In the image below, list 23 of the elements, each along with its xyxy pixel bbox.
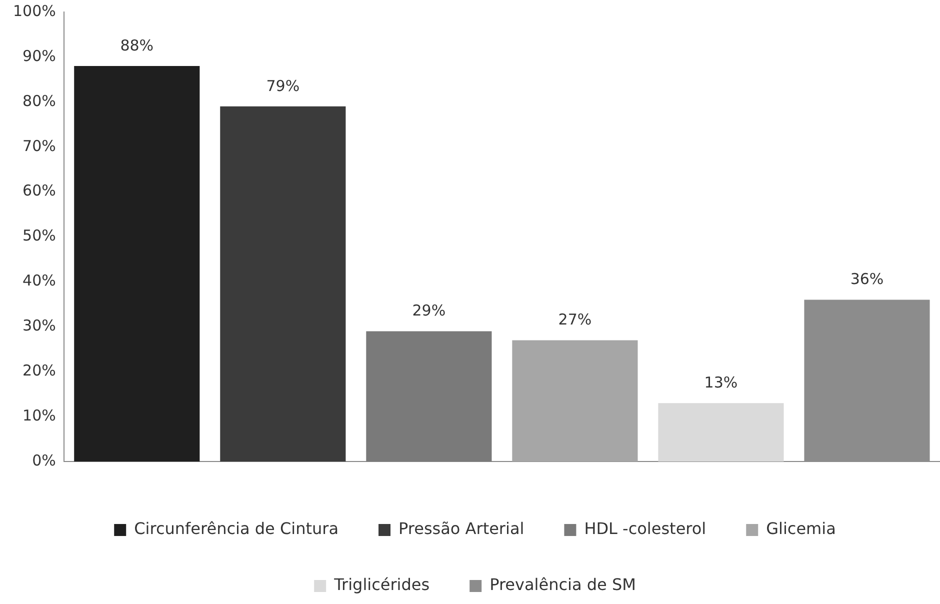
y-tick-label: 50% (22, 226, 56, 245)
y-tick-label: 100% (12, 2, 56, 20)
legend-label: HDL -colesterol (584, 519, 706, 538)
legend-label: Prevalência de SM (490, 575, 636, 594)
data-label: 13% (704, 374, 738, 392)
data-label: 88% (120, 36, 154, 54)
data-label: 79% (266, 76, 300, 95)
y-tick-label: 70% (22, 136, 56, 155)
y-tick-label: 90% (22, 46, 56, 65)
y-tick-label: 0% (32, 451, 56, 470)
y-tick-label: 20% (22, 362, 56, 380)
y-tick-label: 10% (22, 406, 56, 425)
legend-label: Circunferência de Cintura (134, 519, 339, 538)
data-label: 27% (558, 310, 592, 329)
data-label: 36% (850, 270, 884, 288)
y-tick-label: 80% (22, 92, 56, 110)
y-tick-label: 40% (22, 272, 56, 290)
legend-label: Pressão Arterial (398, 519, 524, 538)
data-label: 29% (412, 302, 446, 320)
legend-label: Triglicérides (333, 575, 430, 594)
y-tick-label: 60% (22, 182, 56, 200)
y-tick-label: 30% (22, 316, 56, 335)
legend-label: Glicemia (766, 519, 836, 538)
